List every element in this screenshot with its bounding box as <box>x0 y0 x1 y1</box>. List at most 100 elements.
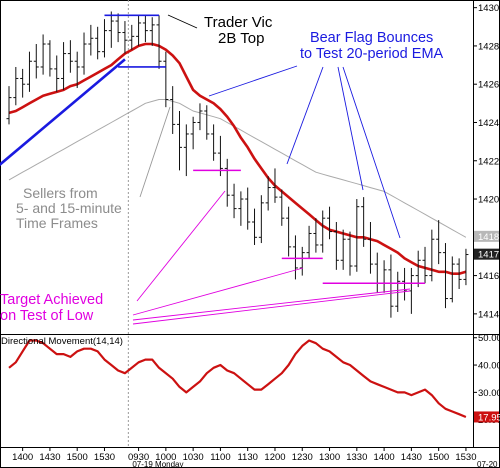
time-tick-label: 1030 <box>183 452 204 463</box>
target-pointer <box>136 190 226 302</box>
ohlc-bar <box>245 187 251 230</box>
annotation-trader-vic: Trader Vic 2B Top <box>204 14 273 48</box>
ohlc-bar <box>197 103 203 131</box>
time-tick-label: 1430 <box>39 452 60 463</box>
annotation-line: 2B Top <box>218 30 265 48</box>
ohlc-bar <box>74 51 80 89</box>
ohlc-bar <box>54 55 60 92</box>
ohlc-bar <box>190 116 196 150</box>
ohlc-bar <box>81 32 87 75</box>
ohlc-bar <box>163 51 169 108</box>
time-tick-label: 1400 <box>12 452 33 463</box>
time-tick-label: 1300 <box>319 452 340 463</box>
ohlc-bar <box>183 124 189 177</box>
uptrend-line <box>0 58 126 167</box>
indicator-tick-label: 30.00 <box>478 388 500 399</box>
annotation-bear-flag: Bear Flag Bounces to Test 20-period EMA <box>300 30 443 62</box>
bear-flag-pointer <box>208 65 298 97</box>
ohlc-bar <box>395 271 401 312</box>
next-session-label: 07-20 <box>477 460 498 468</box>
time-tick-label: 1130 <box>237 452 257 463</box>
ohlc-bar <box>88 24 94 56</box>
ohlc-bar <box>367 222 373 274</box>
ohlc-bar <box>463 248 469 286</box>
ohlc-bar <box>61 42 67 90</box>
ohlc-bar <box>108 11 114 48</box>
indicator-last-label: 17.95 <box>478 412 500 423</box>
indicator-last-marker <box>474 411 499 423</box>
ohlc-bar <box>6 86 12 125</box>
ohlc-bar <box>347 231 353 276</box>
target-pointer <box>132 267 304 316</box>
time-tick-label: 1230 <box>292 452 313 463</box>
ohlc-bar <box>272 168 278 203</box>
ohlc-bar <box>40 34 46 75</box>
ohlc-bar <box>231 183 237 219</box>
annotation-line: Bear Flag Bounces <box>309 30 434 46</box>
ohlc-bar <box>279 189 285 226</box>
price-tick-label: 1416 <box>478 271 499 282</box>
ohlc-bar <box>115 13 121 43</box>
ohlc-bar <box>224 158 230 207</box>
sellers-pointer <box>139 106 171 198</box>
ohlc-bar <box>204 105 210 140</box>
ohlc-bar <box>422 246 428 284</box>
ohlc-bar <box>449 256 455 303</box>
last-price-label: 1418 <box>478 232 499 243</box>
bear-flag-pointer <box>342 66 401 239</box>
price-tick-label: 1420 <box>478 195 499 206</box>
ohlc-bar <box>436 220 442 265</box>
ohlc-bar <box>177 111 182 171</box>
ohlc-bar <box>354 199 360 272</box>
annotation-line: Sellers from <box>23 185 98 201</box>
ohlc-bar <box>252 208 258 245</box>
ohlc-bar <box>456 258 462 289</box>
ohlc-bar <box>149 17 155 46</box>
ohlc-bar <box>156 15 162 69</box>
ohlc-bar <box>333 222 339 270</box>
ohlc-bar <box>340 229 346 270</box>
ohlc-bar <box>313 218 319 253</box>
target-pointer <box>132 290 411 325</box>
time-tick-label: 0930 <box>128 452 149 463</box>
ohlc-bar <box>95 26 101 60</box>
time-tick-label: 1330 <box>346 452 367 463</box>
ohlc-bar <box>20 68 26 98</box>
ohlc-bar <box>142 15 148 43</box>
indicator-title: Directional Movement(14,14) <box>1 336 123 347</box>
time-tick-label: 1400 <box>374 452 395 463</box>
ohlc-bar <box>67 40 73 73</box>
price-tick-label: 1414 <box>478 309 499 320</box>
indicator-tick-label: 50.00 <box>478 333 500 344</box>
last-price-marker <box>474 248 499 260</box>
annotation-line: Time Frames <box>16 215 98 232</box>
time-tick-label: 1200 <box>264 452 285 463</box>
price-tick-label: 1424 <box>478 118 499 129</box>
time-tick-label: 1500 <box>428 452 449 463</box>
annotation-target: Target Achieved on Test of Low <box>0 292 104 324</box>
ohlc-bar <box>292 235 298 280</box>
time-tick-label: 1500 <box>67 452 88 463</box>
ohlc-bar <box>388 254 394 318</box>
session-date-label: 07-19 Monday <box>132 460 183 468</box>
annotation-line: Trader Vic <box>204 14 273 31</box>
ohlc-bar <box>320 210 326 253</box>
ohlc-bar <box>26 51 32 92</box>
ohlc-bar <box>374 252 380 293</box>
price-tick-label: 1428 <box>478 41 499 52</box>
ohlc-bar <box>238 191 244 226</box>
annotation-line: Target Achieved <box>0 292 104 308</box>
moving-average-line <box>8 99 467 238</box>
ohlc-bar <box>129 24 135 50</box>
ohlc-bar <box>265 176 271 211</box>
time-tick-label: 1430 <box>401 452 422 463</box>
ohlc-bar <box>361 197 367 247</box>
time-tick-label: 1530 <box>455 452 476 463</box>
last-price-label: 1417 <box>478 250 499 261</box>
ohlc-bar <box>402 267 408 301</box>
ohlc-bar <box>415 250 421 288</box>
ohlc-bar <box>136 15 142 46</box>
time-tick-label: 1000 <box>155 452 176 463</box>
ohlc-bar <box>122 21 128 54</box>
